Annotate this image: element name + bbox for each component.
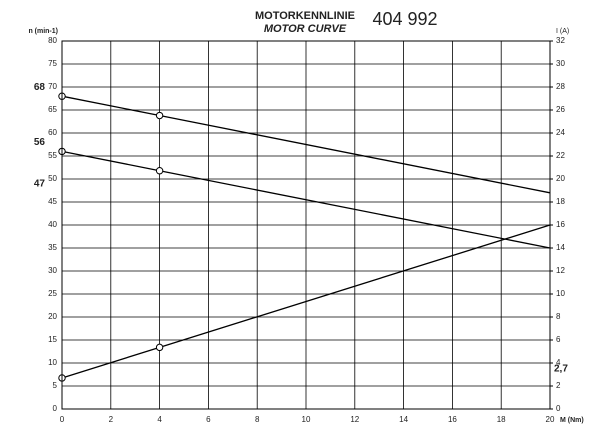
y-tick-label: 80 (48, 36, 57, 45)
x-tick-label: 18 (497, 415, 506, 424)
y2-tick-label: 6 (556, 335, 561, 344)
y-tick-label: 30 (48, 266, 57, 275)
x-tick-label: 14 (399, 415, 408, 424)
y-tick-label: 45 (48, 197, 57, 206)
y2-tick-label: 4 (556, 358, 561, 367)
annotation: 56 (34, 137, 46, 148)
y-tick-label: 25 (48, 289, 57, 298)
y-tick-label: 70 (48, 82, 57, 91)
y-tick-label: 20 (48, 312, 57, 321)
y2-tick-label: 26 (556, 105, 565, 114)
annotation: 47 (34, 178, 46, 189)
x-tick-label: 4 (157, 415, 162, 424)
y2-tick-label: 8 (556, 312, 561, 321)
y-tick-label: 5 (53, 381, 58, 390)
y-tick-label: 55 (48, 151, 57, 160)
y-tick-label: 40 (48, 220, 57, 229)
x-tick-label: 16 (448, 415, 457, 424)
y2-tick-label: 30 (556, 59, 565, 68)
y2-tick-label: 32 (556, 36, 565, 45)
y2-tick-label: 18 (556, 197, 565, 206)
chart-title: MOTORKENNLINIE (255, 10, 355, 22)
y-tick-label: 10 (48, 358, 57, 367)
y2-tick-label: 20 (556, 174, 565, 183)
chart-subtitle: MOTOR CURVE (264, 23, 347, 35)
point-marker (155, 343, 164, 352)
point-marker (155, 167, 164, 175)
y-tick-label: 0 (53, 404, 58, 413)
model-number: 404 992 (372, 9, 437, 29)
point-marker (155, 111, 164, 120)
y2-tick-label: 0 (556, 404, 561, 413)
x-tick-label: 10 (302, 415, 311, 424)
y-tick-label: 35 (48, 243, 57, 252)
x-tick-label: 12 (350, 415, 359, 424)
x-tick-label: 2 (109, 415, 114, 424)
y-tick-label: 15 (48, 335, 57, 344)
x-tick-label: 0 (60, 415, 65, 424)
y2-tick-label: 14 (556, 243, 565, 252)
y2-tick-label: 2 (556, 381, 561, 390)
y2-tick-label: 12 (556, 266, 565, 275)
x-tick-label: 6 (206, 415, 211, 424)
y-tick-label: 65 (48, 105, 57, 114)
annotation: 68 (34, 82, 46, 93)
x-tick-label: 20 (546, 415, 555, 424)
y2-tick-label: 16 (556, 220, 565, 229)
y2-tick-label: 22 (556, 151, 565, 160)
annotation: 2,7 (554, 364, 568, 375)
y-tick-label: 50 (48, 174, 57, 183)
y-axis-label: n (min-1) (28, 28, 58, 35)
x-axis-label: M (Nm) (560, 417, 584, 424)
y2-axis-label: I (A) (556, 28, 569, 35)
y2-tick-label: 24 (556, 128, 565, 137)
plot-frame (61, 40, 551, 410)
y-tick-label: 75 (48, 59, 57, 68)
x-tick-label: 8 (255, 415, 260, 424)
y2-tick-label: 10 (556, 289, 565, 298)
y2-tick-label: 28 (556, 82, 565, 91)
y-tick-label: 60 (48, 128, 57, 137)
